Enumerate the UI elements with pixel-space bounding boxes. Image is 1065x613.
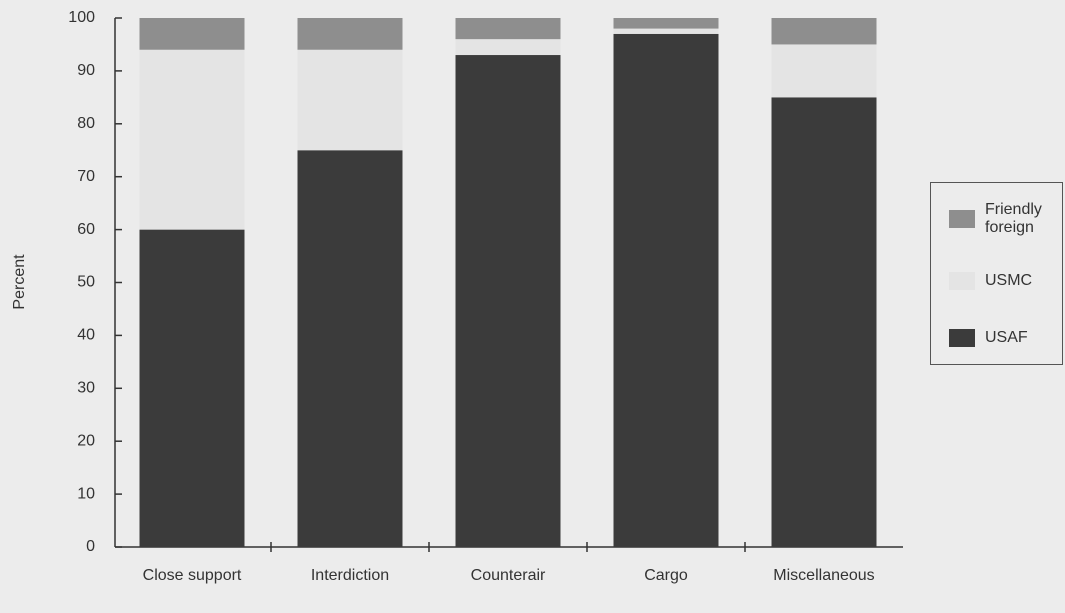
y-tick-label: 90 xyxy=(77,62,95,79)
y-tick-label: 10 xyxy=(77,485,95,502)
bar-segment xyxy=(139,229,245,547)
y-tick-label: 20 xyxy=(77,432,95,449)
bar-segment xyxy=(613,28,719,34)
legend-label: USAF xyxy=(985,329,1028,346)
x-tick-label: Miscellaneous xyxy=(773,567,875,584)
bar-segment xyxy=(139,49,245,230)
legend-swatch xyxy=(949,272,975,290)
y-axis-label: Percent xyxy=(11,254,28,310)
bar-segment xyxy=(455,39,561,56)
legend-swatch xyxy=(949,210,975,228)
x-tick-label: Cargo xyxy=(644,567,688,584)
bar-segment xyxy=(455,55,561,547)
y-tick-label: 80 xyxy=(77,115,95,132)
bar-segment xyxy=(613,18,719,29)
y-tick-label: 50 xyxy=(77,274,95,291)
bar-segment xyxy=(771,44,877,98)
legend-label: USMC xyxy=(985,272,1033,289)
y-tick-label: 40 xyxy=(77,327,95,344)
y-tick-label: 100 xyxy=(68,9,95,26)
bar-segment xyxy=(613,33,719,548)
bar-segment xyxy=(139,18,245,50)
legend-swatch xyxy=(949,329,975,347)
y-tick-label: 0 xyxy=(86,538,95,555)
y-tick-label: 60 xyxy=(77,221,95,238)
y-tick-label: 30 xyxy=(77,380,95,397)
bar-segment xyxy=(771,97,877,547)
bar-segment xyxy=(455,18,561,40)
x-tick-label: Close support xyxy=(142,567,242,584)
x-tick-label: Interdiction xyxy=(310,567,390,584)
bar-segment xyxy=(771,18,877,45)
bar-segment xyxy=(297,150,403,547)
y-tick-label: 70 xyxy=(77,168,95,185)
legend-label: Friendly foreign xyxy=(985,201,1042,236)
bar-segment xyxy=(297,18,403,50)
bar-segment xyxy=(297,49,403,151)
x-tick-label: Counterair xyxy=(470,567,546,584)
legend: Friendly foreign USMC USAF xyxy=(930,182,1063,365)
